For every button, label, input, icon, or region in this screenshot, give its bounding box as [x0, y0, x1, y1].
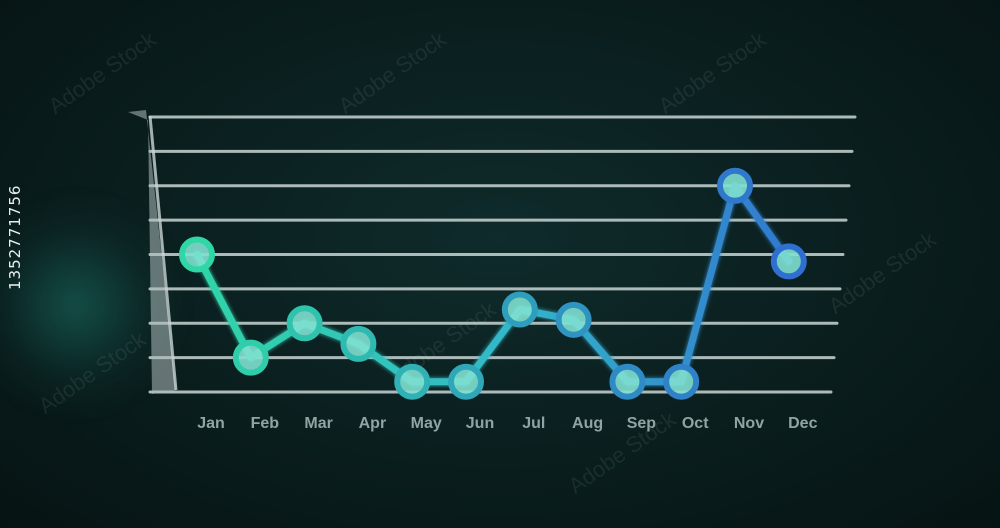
x-tick-label-apr: Apr: [359, 415, 387, 432]
axis-layer: [128, 110, 178, 394]
data-point-feb: [232, 339, 269, 376]
x-tick-label-jan: Jan: [197, 415, 225, 432]
x-axis-labels: Jan Feb Mar Apr May Jun Jul Aug Sep Oct Nov Dec: [197, 415, 817, 432]
data-point-marker: [555, 301, 592, 338]
x-tick-label-sep: Sep: [627, 415, 657, 432]
data-point-sep: [609, 363, 646, 400]
data-point-marker: [448, 363, 484, 400]
x-tick-label-mar: Mar: [304, 415, 332, 432]
x-tick-label-jul: Jul: [522, 415, 545, 432]
y-axis-bar: [128, 110, 176, 394]
x-tick-label-jun: Jun: [466, 415, 494, 432]
data-point-marker: [663, 363, 700, 400]
data-point-jan: [179, 236, 215, 273]
series-line: [193, 182, 793, 386]
data-point-marker: [501, 291, 538, 328]
x-tick-label-feb: Feb: [251, 415, 280, 432]
data-point-marker: [717, 167, 753, 204]
data-point-oct: [663, 363, 700, 400]
x-tick-label-aug: Aug: [572, 415, 603, 432]
data-point-marker: [286, 305, 323, 342]
x-tick-label-dec: Dec: [788, 415, 817, 432]
series-layer: [179, 167, 807, 400]
data-point-marker: [340, 325, 377, 362]
y-axis-edge: [148, 115, 178, 391]
data-point-apr: [340, 325, 377, 362]
data-point-marker: [609, 363, 646, 400]
data-point-dec: [770, 243, 807, 280]
data-point-may: [394, 363, 431, 400]
x-tick-label-oct: Oct: [682, 415, 709, 432]
data-point-marker: [232, 339, 269, 376]
data-point-marker: [179, 236, 215, 273]
data-point-marker: [394, 363, 431, 400]
image-id-label: 1352771756: [6, 184, 24, 290]
x-tick-label-may: May: [411, 415, 442, 432]
x-tick-label-nov: Nov: [734, 415, 764, 432]
data-point-marker: [770, 243, 807, 280]
data-point-mar: [286, 305, 323, 342]
data-point-aug: [555, 301, 592, 338]
data-point-nov: [717, 167, 753, 204]
data-point-jul: [501, 291, 538, 328]
data-point-jun: [448, 363, 484, 400]
